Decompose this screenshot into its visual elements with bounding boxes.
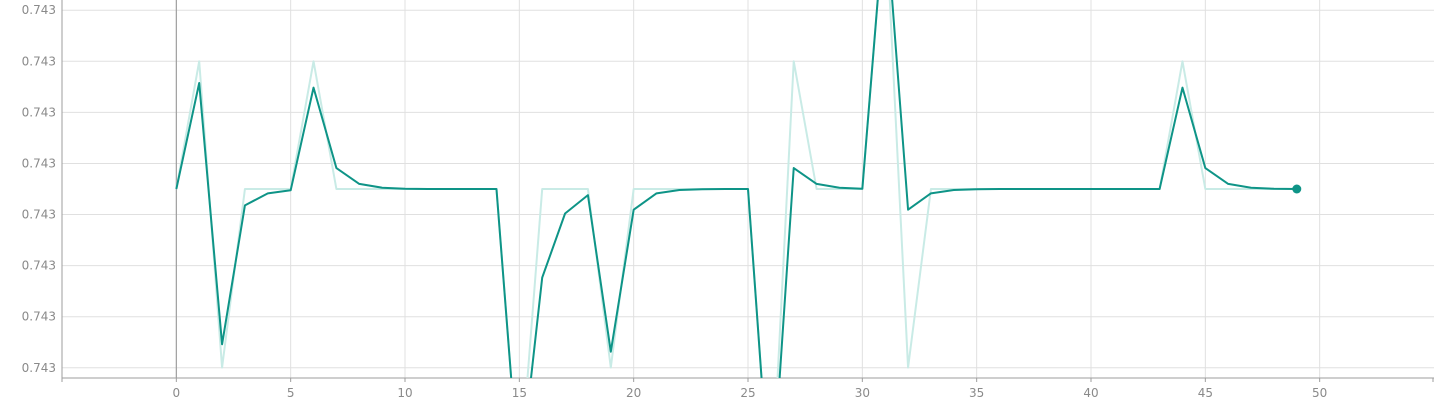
last-point-marker[interactable] [1292,184,1302,194]
y-tick-label: 0.743 [22,105,56,119]
x-tick-label: 35 [969,386,984,400]
x-tick-label: 15 [512,386,527,400]
x-tick-label: 25 [740,386,755,400]
x-tick-label: 50 [1312,386,1327,400]
y-tick-label: 0.743 [22,156,56,170]
x-tick-label: 45 [1198,386,1213,400]
y-tick-label: 0.743 [22,54,56,68]
y-tick-label: 0.743 [22,259,56,273]
x-tick-label: 20 [626,386,641,400]
x-tick-label: 40 [1083,386,1098,400]
series-area [175,0,1302,378]
x-tick-label: 5 [287,386,295,400]
x-tick-label: 30 [855,386,870,400]
x-tick-label: 0 [173,386,181,400]
y-tick-label: 0.743 [22,208,56,222]
y-tick-label: 0.743 [22,3,56,17]
y-tick-label: 0.743 [22,361,56,375]
raw-series-line [175,0,1297,378]
y-tick-label: 0.743 [22,310,56,324]
tick-labels: 0.743 0.743 0.743 0.743 0.743 0.743 0.743 0.743… [22,3,1328,400]
smoothed-series-line [175,0,1297,378]
axes [61,0,1434,382]
x-tick-label: 10 [397,386,412,400]
